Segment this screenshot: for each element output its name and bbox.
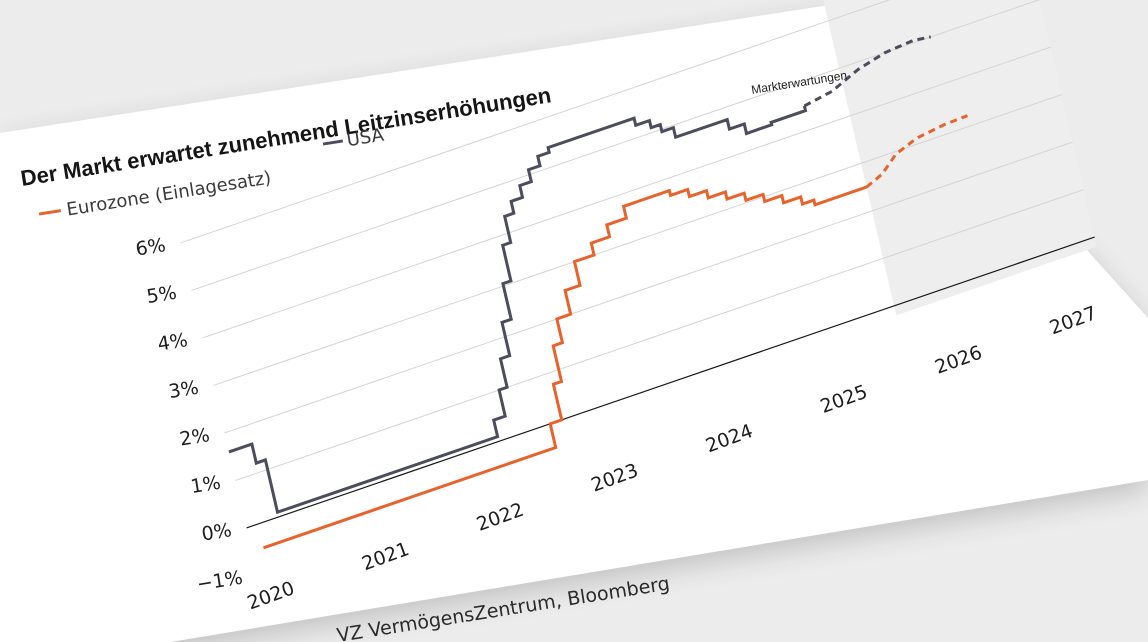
- y-tick-label: 6%: [134, 234, 167, 260]
- grid-line: [202, 46, 1051, 339]
- legend-swatch-usa: [322, 139, 344, 146]
- zero-line: [246, 236, 1095, 529]
- grid-line: [235, 189, 1084, 481]
- forecast-region: [823, 0, 1097, 316]
- legend-swatch-eurozone: [38, 209, 62, 216]
- grid-line: [180, 0, 891, 244]
- series-line-usa: [228, 105, 808, 515]
- y-tick-label: 1%: [189, 472, 222, 498]
- y-tick-labels: −1%0%1%2%3%4%5%6%: [134, 234, 244, 595]
- y-tick-label: 5%: [145, 282, 178, 308]
- series-line-eurozone-einlagesatz-forecast: [865, 114, 969, 189]
- grid-line: [224, 141, 1073, 434]
- series-line-usa-forecast: [803, 35, 931, 108]
- grid-line: [213, 94, 1062, 386]
- y-tick-label: 4%: [156, 329, 189, 355]
- grid-lines: [180, 0, 1084, 481]
- series-line-eurozone-einlagesatz: [263, 185, 867, 550]
- y-tick-label: 0%: [200, 519, 233, 545]
- y-tick-label: 2%: [178, 424, 211, 450]
- series-layer: [228, 35, 969, 550]
- y-tick-label: 3%: [167, 377, 200, 403]
